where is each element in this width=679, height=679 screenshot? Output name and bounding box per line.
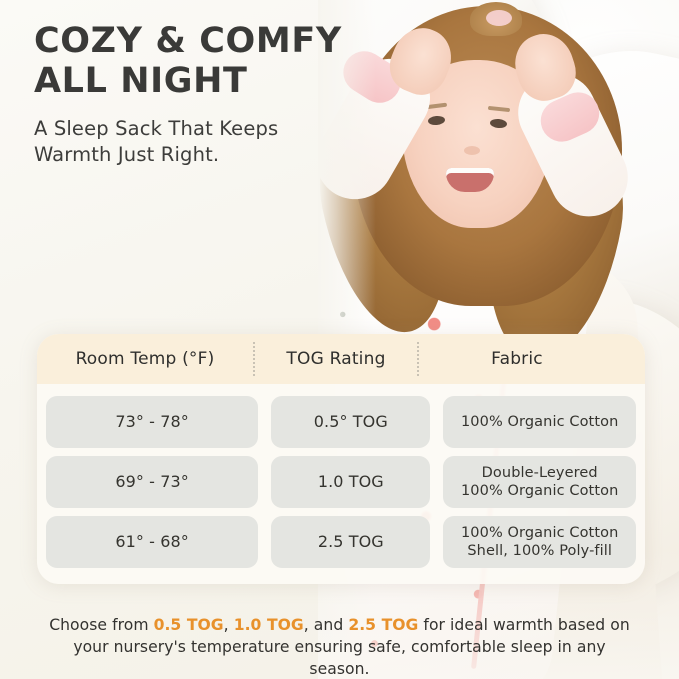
- cell-fabric: Double-Leyered 100% Organic Cotton: [443, 456, 636, 508]
- cell-fabric: 100% Organic Cotton: [443, 396, 636, 448]
- note-tog-2: 1.0 TOG: [233, 615, 304, 634]
- fabric-line-1: 100% Organic Cotton: [460, 524, 619, 541]
- cell-room-temp: 61° - 68°: [46, 516, 259, 568]
- table-body: 73° - 78° 0.5° TOG 100% Organic Cotton 6…: [37, 384, 645, 584]
- header-separator-2: [417, 342, 419, 376]
- fabric-line-1: 100% Organic Cotton: [460, 413, 619, 430]
- note-part-4: for ideal warmth based on your nursery's…: [73, 615, 630, 678]
- note-tog-1: 0.5 TOG: [153, 615, 224, 634]
- subhead-line-2: Warmth Just Right.: [34, 142, 220, 166]
- fabric-line-2: Shell, 100% Poly-fill: [467, 543, 612, 559]
- cell-tog-rating: 2.5 TOG: [271, 516, 431, 568]
- cell-tog-rating: 1.0 TOG: [271, 456, 431, 508]
- page-subtitle: A Sleep Sack That Keeps Warmth Just Righ…: [34, 116, 354, 168]
- subhead-line-1: A Sleep Sack That Keeps: [34, 116, 279, 140]
- note-tog-3: 2.5 TOG: [348, 615, 419, 634]
- cell-room-temp: 69° - 73°: [46, 456, 259, 508]
- table-row: 73° - 78° 0.5° TOG 100% Organic Cotton: [46, 392, 636, 452]
- column-header-room-temp: Room Temp (°F): [75, 349, 215, 369]
- table-header-row: Room Temp (°F) TOG Rating Fabric: [37, 334, 645, 384]
- column-header-fabric: Fabric: [491, 349, 543, 369]
- column-header-tog-rating: TOG Rating: [286, 349, 386, 369]
- footer-note: Choose from 0.5 TOG, 1.0 TOG, and 2.5 TO…: [48, 614, 631, 679]
- hero-text-block: COZY & COMFY ALL NIGHT A Sleep Sack That…: [34, 21, 354, 168]
- note-part-2: ,: [223, 615, 234, 634]
- cell-room-temp: 73° - 78°: [46, 396, 259, 448]
- table-row: 61° - 68° 2.5 TOG 100% Organic Cotton Sh…: [46, 512, 636, 572]
- page-title: COZY & COMFY ALL NIGHT: [34, 21, 354, 102]
- cell-tog-rating: 0.5° TOG: [271, 396, 431, 448]
- headline-line-1: COZY & COMFY: [34, 21, 342, 61]
- headline-line-2: ALL NIGHT: [34, 60, 248, 101]
- header-separator-1: [253, 342, 255, 376]
- note-part-3: , and: [303, 615, 349, 634]
- note-part-1: Choose from: [49, 615, 154, 634]
- fabric-line-1: Double-Leyered: [481, 464, 598, 481]
- cell-fabric: 100% Organic Cotton Shell, 100% Poly-fil…: [443, 516, 636, 568]
- fabric-line-2: 100% Organic Cotton: [460, 483, 619, 499]
- tog-rating-table: Room Temp (°F) TOG Rating Fabric 73° - 7…: [37, 334, 645, 584]
- table-row: 69° - 73° 1.0 TOG Double-Leyered 100% Or…: [46, 452, 636, 512]
